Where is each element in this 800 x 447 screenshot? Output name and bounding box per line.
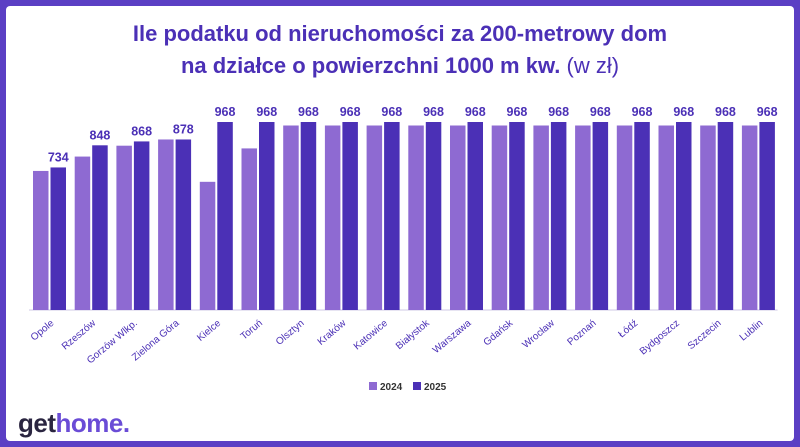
bar-2024-13 (533, 125, 549, 310)
bar-2025-13 (551, 122, 567, 310)
bar-2025-10 (426, 122, 442, 310)
bar-2025-18 (759, 122, 775, 310)
legend-label-2024: 2024 (380, 382, 403, 393)
bar-2025-3 (134, 141, 150, 310)
bar-2025-4 (176, 139, 192, 310)
bar-2025-9 (384, 122, 400, 310)
bar-2024-6 (242, 148, 258, 310)
x-tick-label-13: Wrocław (521, 317, 558, 350)
x-tick-label-17: Szczecin (686, 318, 724, 352)
bar-2024-5 (200, 182, 216, 310)
x-tick-label-11: Warszawa (431, 318, 474, 356)
bar-2025-12 (509, 122, 525, 310)
data-label-11: 968 (465, 105, 486, 119)
x-tick-label-16: Bydgoszcz (638, 318, 682, 358)
bar-2024-10 (408, 125, 424, 310)
x-tick-label-5: Kielce (195, 318, 223, 344)
bar-2024-9 (367, 125, 383, 310)
bar-2025-7 (301, 122, 317, 310)
x-tick-label-10: Białystok (394, 317, 432, 352)
data-label-5: 968 (215, 105, 236, 119)
gethome-logo: gethome. (18, 408, 130, 439)
x-tick-label-2: Rzeszów (60, 317, 99, 352)
bar-2024-1 (33, 171, 49, 310)
x-tick-label-9: Katowice (352, 318, 390, 353)
bar-2024-16 (659, 125, 675, 310)
bar-2025-16 (676, 122, 692, 310)
data-label-7: 968 (298, 105, 319, 119)
bar-2024-3 (116, 146, 131, 310)
data-label-13: 968 (548, 105, 569, 119)
x-tick-label-15: Łódź (617, 318, 641, 340)
data-label-16: 968 (673, 105, 694, 119)
data-label-4: 878 (173, 122, 194, 136)
data-label-8: 968 (340, 105, 361, 119)
data-label-6: 968 (256, 105, 277, 119)
bar-2025-11 (468, 122, 484, 310)
legend-swatch-2025 (413, 382, 421, 390)
chart-card: Ile podatku od nieruchomości za 200-metr… (6, 6, 794, 441)
data-label-9: 968 (381, 105, 402, 119)
data-label-15: 968 (632, 105, 653, 119)
bar-2025-6 (259, 122, 275, 310)
x-tick-label-6: Toruń (239, 318, 265, 343)
legend-label-2025: 2025 (424, 382, 447, 393)
data-label-1: 734 (48, 150, 69, 164)
x-tick-label-18: Lublin (738, 318, 766, 344)
x-tick-label-8: Kraków (316, 317, 349, 347)
bar-2025-2 (92, 145, 108, 310)
data-label-18: 968 (757, 105, 778, 119)
bar-2025-14 (593, 122, 609, 310)
data-label-12: 968 (507, 105, 528, 119)
x-tick-label-1: Opole (29, 318, 57, 344)
bar-2024-12 (492, 125, 508, 310)
bar-2025-5 (217, 122, 233, 310)
bar-2025-1 (51, 167, 67, 310)
x-tick-label-7: Olsztyn (274, 318, 307, 348)
bar-2024-18 (742, 125, 758, 310)
bar-2024-15 (617, 125, 633, 310)
bar-2025-15 (634, 122, 650, 310)
bar-2024-2 (75, 157, 91, 310)
x-tick-label-14: Poznań (565, 318, 598, 348)
data-label-17: 968 (715, 105, 736, 119)
bar-2025-8 (342, 122, 358, 310)
x-tick-label-12: Gdańsk (482, 317, 516, 348)
bar-2024-8 (325, 125, 341, 310)
bar-2024-7 (283, 125, 299, 310)
data-label-10: 968 (423, 105, 444, 119)
data-label-2: 848 (90, 128, 111, 142)
bar-2024-4 (158, 139, 174, 310)
data-label-14: 968 (590, 105, 611, 119)
legend-swatch-2024 (369, 382, 377, 390)
bar-2024-17 (700, 125, 716, 310)
data-label-3: 868 (131, 124, 152, 138)
bar-2024-11 (450, 125, 466, 310)
bar-2025-17 (718, 122, 734, 310)
bar-2024-14 (575, 125, 591, 310)
